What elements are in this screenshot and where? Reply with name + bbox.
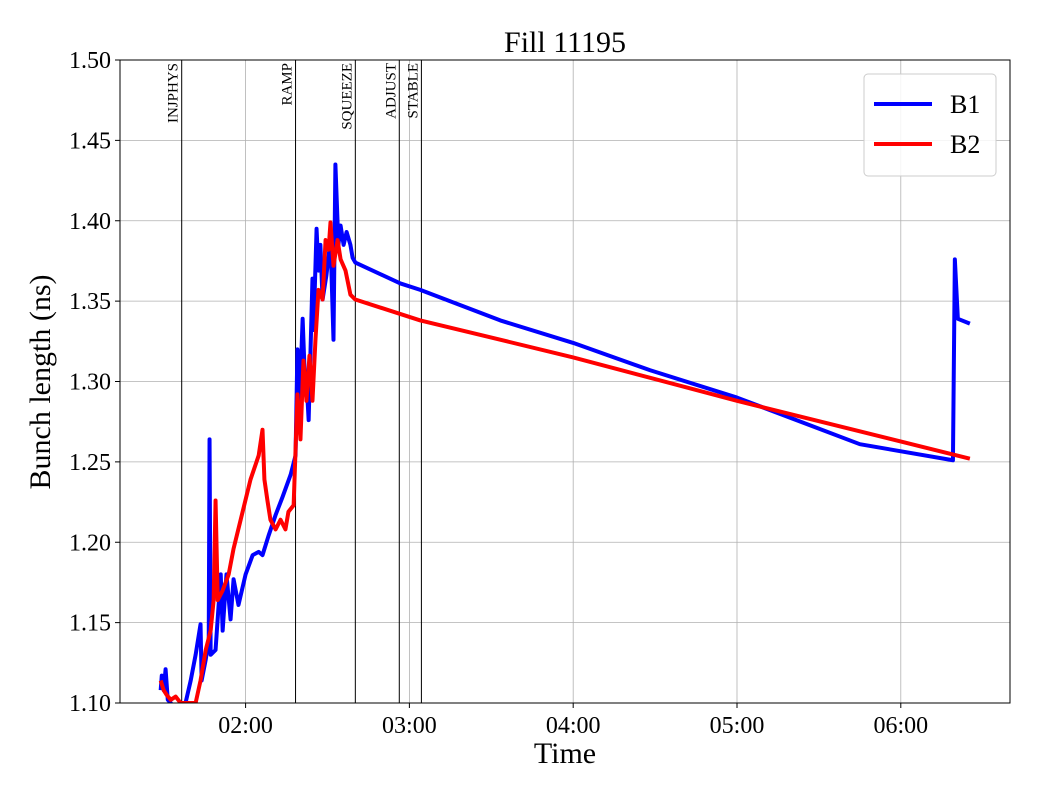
series-line xyxy=(158,162,971,703)
x-tick-label: 03:00 xyxy=(382,713,437,739)
legend-box xyxy=(863,73,997,177)
legend-label: B2 xyxy=(950,130,980,159)
event-label: ADJUST xyxy=(383,63,399,119)
x-tick-label: 06:00 xyxy=(873,713,928,739)
y-tick-label: 1.45 xyxy=(69,128,111,154)
y-tick-label: 1.15 xyxy=(69,611,111,637)
x-axis-label: Time xyxy=(534,737,596,770)
y-tick-label: 1.40 xyxy=(69,209,111,235)
x-tick-label: 05:00 xyxy=(710,713,765,739)
y-tick-label: 1.35 xyxy=(69,289,111,315)
event-label: SQUEEZE xyxy=(339,63,355,130)
plot-frame xyxy=(119,59,1011,704)
y-tick-label: 1.10 xyxy=(69,691,111,717)
event-label: RAMP xyxy=(280,63,296,106)
y-tick-label: 1.25 xyxy=(69,450,111,476)
x-tick-label: 02:00 xyxy=(218,713,273,739)
y-tick-label: 1.20 xyxy=(69,530,111,556)
y-tick-label: 1.30 xyxy=(69,370,111,396)
x-tick-label: 04:00 xyxy=(546,713,601,739)
series-line xyxy=(158,220,971,703)
y-tick-label: 1.50 xyxy=(69,48,111,74)
event-label: STABLE xyxy=(405,63,421,118)
chart-title: Fill 11195 xyxy=(504,26,626,59)
plot-lines xyxy=(158,162,971,703)
y-axis-label: Bunch length (ns) xyxy=(24,275,57,490)
event-label: INJPHYS xyxy=(166,63,182,123)
legend-label: B1 xyxy=(950,90,980,119)
